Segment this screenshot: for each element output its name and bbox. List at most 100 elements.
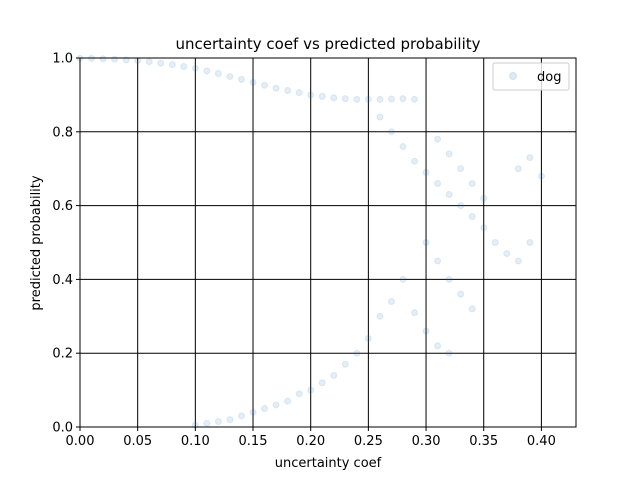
legend-label-dog: dog	[537, 70, 561, 85]
data-point	[226, 416, 234, 424]
data-point	[480, 194, 488, 202]
legend-marker	[509, 72, 517, 80]
data-point	[422, 239, 430, 246]
data-point	[445, 349, 453, 357]
data-point	[411, 309, 419, 317]
data-point	[434, 342, 442, 350]
data-point	[157, 59, 165, 67]
data-point	[261, 81, 269, 89]
data-point	[468, 179, 476, 187]
data-point	[434, 135, 442, 143]
x-axis-label: uncertainty coef	[275, 456, 382, 471]
data-point	[376, 95, 384, 103]
data-point	[307, 91, 315, 99]
data-point	[295, 89, 303, 97]
data-point	[376, 312, 384, 320]
data-point	[387, 95, 395, 103]
data-point	[191, 64, 199, 72]
data-point	[318, 92, 326, 100]
data-point	[434, 257, 442, 265]
x-tick-label: 0.30	[412, 434, 441, 449]
plot-area: 0.00 0.05 0.10 0.15 0.20 0.25 0.30 0.35 0.40 0.0 0…	[52, 52, 577, 449]
data-point	[434, 179, 442, 187]
data-point	[226, 72, 234, 80]
data-point	[330, 94, 338, 102]
data-point	[203, 67, 211, 75]
x-tick-label: 0.15	[239, 434, 268, 449]
x-tick-label: 0.20	[296, 434, 325, 449]
data-point	[411, 95, 419, 103]
data-point	[480, 224, 488, 232]
data-point	[249, 408, 257, 416]
data-point	[526, 239, 534, 246]
data-point	[180, 62, 188, 70]
data-point	[387, 128, 395, 136]
data-point	[284, 397, 292, 405]
data-point	[503, 250, 511, 258]
data-point	[353, 95, 361, 103]
x-tick-label: 0.35	[469, 434, 498, 449]
data-point	[445, 150, 453, 158]
data-point	[399, 143, 407, 151]
data-point	[295, 390, 303, 398]
data-point	[514, 165, 522, 173]
data-point	[318, 379, 326, 387]
data-point	[237, 75, 245, 83]
data-point	[353, 349, 361, 357]
data-point	[468, 213, 476, 221]
data-point	[341, 95, 349, 103]
data-point	[364, 334, 372, 342]
data-point	[99, 55, 107, 63]
data-point	[272, 401, 280, 409]
data-point	[330, 371, 338, 379]
data-point	[261, 405, 269, 413]
data-point	[491, 239, 499, 246]
data-point	[111, 55, 119, 63]
x-tick-label: 0.00	[66, 434, 95, 449]
y-axis-label: predicted probability	[29, 175, 44, 310]
data-point	[514, 257, 522, 265]
data-point	[203, 419, 211, 427]
plot-frame	[79, 57, 577, 428]
data-point	[445, 275, 453, 283]
y-tick-label: 0.2	[52, 347, 73, 362]
data-point	[214, 417, 222, 425]
data-point	[341, 360, 349, 368]
data-point	[237, 412, 245, 420]
legend: dog	[492, 62, 570, 91]
data-point	[457, 290, 465, 298]
data-point	[422, 168, 430, 176]
data-point	[376, 113, 384, 121]
data-point	[399, 275, 407, 283]
data-point	[526, 154, 534, 162]
data-point	[457, 165, 465, 173]
data-point	[364, 95, 372, 103]
legend-box	[492, 62, 570, 91]
data-point	[272, 84, 280, 92]
x-tick-label: 0.40	[527, 434, 556, 449]
x-tick-label: 0.10	[181, 434, 210, 449]
y-tick-label: 0.6	[52, 199, 73, 214]
data-point	[145, 58, 153, 66]
data-point	[284, 86, 292, 94]
data-point	[214, 69, 222, 77]
data-point	[249, 78, 257, 86]
data-point	[399, 95, 407, 103]
y-tick-label: 1.0	[52, 52, 73, 67]
data-point	[307, 386, 315, 394]
y-tick-label: 0.8	[52, 125, 73, 140]
y-tick-label: 0.0	[52, 421, 73, 436]
data-point	[537, 172, 545, 180]
y-tick-label: 0.4	[52, 273, 73, 288]
data-point	[468, 305, 476, 313]
x-tick-label: 0.25	[354, 434, 383, 449]
data-point	[387, 298, 395, 306]
data-point	[422, 327, 430, 335]
data-point	[411, 157, 419, 165]
x-tick-label: 0.05	[123, 434, 152, 449]
data-point	[445, 191, 453, 199]
data-point	[457, 202, 465, 210]
data-point	[168, 61, 176, 69]
chart-title: uncertainty coef vs predicted probabilit…	[175, 35, 480, 53]
